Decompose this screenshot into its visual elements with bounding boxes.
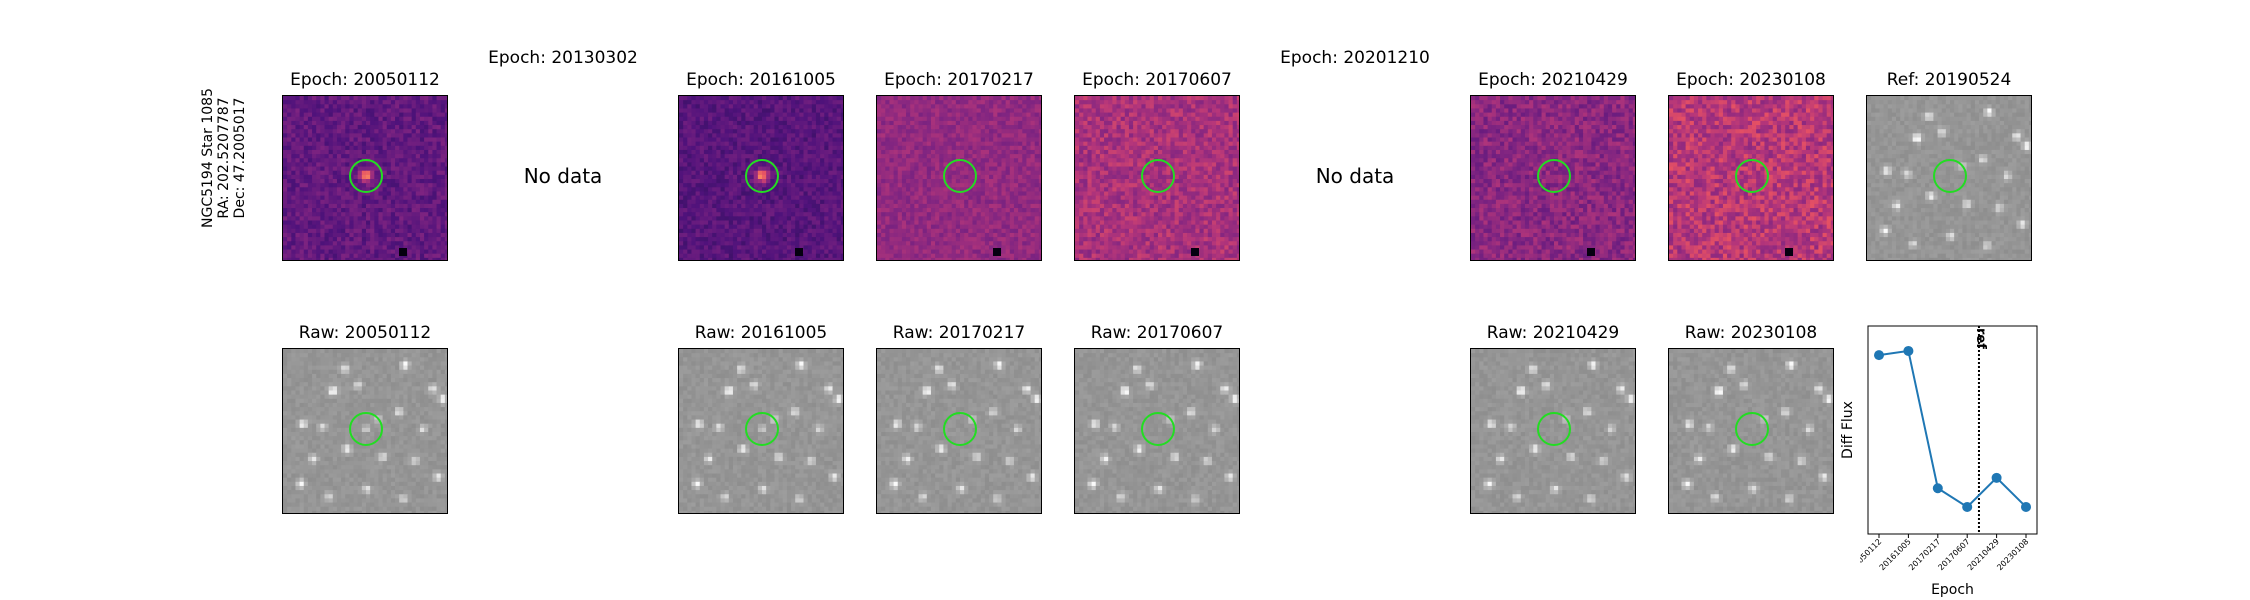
raw-title: Raw: 20161005 (661, 323, 861, 343)
target-circle-marker (1537, 412, 1571, 446)
difference-panel (1668, 95, 1834, 261)
raw-title: Raw: 20230108 (1651, 323, 1851, 343)
epoch-title: Epoch: 20210429 (1453, 70, 1653, 90)
target-circle-marker (943, 412, 977, 446)
target-circle-marker (745, 412, 779, 446)
raw-image (877, 349, 1041, 513)
raw-image (1669, 349, 1833, 513)
star-dec: Dec: 47.2005017 (232, 88, 248, 228)
raw-panel (1074, 348, 1240, 514)
epoch-title: Epoch: 20201210 (1255, 48, 1455, 68)
raw-image (1075, 349, 1239, 513)
target-circle-marker (1537, 159, 1571, 193)
flux-series-line (1878, 349, 2027, 509)
target-circle-marker (1141, 159, 1175, 193)
no-data-message: No data (1305, 164, 1405, 188)
star-name: NGC5194 Star 1085 (200, 88, 216, 228)
flux-data-point (1874, 350, 1884, 361)
target-circle-marker (745, 159, 779, 193)
raw-image (1471, 349, 1635, 513)
raw-title: Raw: 20170607 (1057, 323, 1257, 343)
epoch-title: Epoch: 20230108 (1651, 70, 1851, 90)
epoch-title: Epoch: 20050112 (265, 70, 465, 90)
difference-image (1471, 96, 1635, 260)
epoch-title: Epoch: 20161005 (661, 70, 861, 90)
x-axis-label: Epoch (1931, 582, 1974, 598)
difference-panel (1470, 95, 1636, 261)
flux-data-point (1903, 345, 1914, 356)
flux-data-point (1991, 472, 2002, 483)
difference-panel (678, 95, 844, 261)
raw-title: Raw: 20210429 (1453, 323, 1653, 343)
difference-image (283, 96, 447, 260)
target-circle-marker (1141, 412, 1175, 446)
flux-data-point (1932, 483, 1943, 494)
difference-image (679, 96, 843, 260)
target-circle-marker (349, 159, 383, 193)
raw-image (283, 349, 447, 513)
epoch-title: Ref: 20190524 (1849, 70, 2049, 90)
reference-marker-label: ref (1973, 328, 1988, 349)
target-circle-marker (1933, 159, 1967, 193)
difference-image (1669, 96, 1833, 260)
reference-panel (1866, 95, 2032, 261)
y-axis-label: Diff Flux (1840, 401, 1856, 459)
flux-data-point (2021, 501, 2031, 512)
raw-panel (282, 348, 448, 514)
epoch-title: Epoch: 20170217 (859, 70, 1059, 90)
difference-panel (1074, 95, 1240, 261)
light-curve-chart: ref2005011220161005201702172017060720210… (1860, 325, 2038, 598)
raw-title: Raw: 20170217 (859, 323, 1059, 343)
x-tick-label: 20230108 (1995, 537, 2030, 572)
no-data-message: No data (513, 164, 613, 188)
epoch-title: Epoch: 20130302 (463, 48, 663, 68)
target-circle-marker (1735, 159, 1769, 193)
raw-title: Raw: 20050112 (265, 323, 465, 343)
difference-panel (282, 95, 448, 261)
chart-axes-frame (1867, 325, 2038, 535)
difference-image (1075, 96, 1239, 260)
target-circle-marker (943, 159, 977, 193)
epoch-title: Epoch: 20170607 (1057, 70, 1257, 90)
star-ra: RA: 202.5207787 (216, 88, 232, 228)
raw-panel (678, 348, 844, 514)
difference-image (877, 96, 1041, 260)
raw-panel (1668, 348, 1834, 514)
difference-panel (876, 95, 1042, 261)
raw-panel (1470, 348, 1636, 514)
raw-image (679, 349, 843, 513)
raw-panel (876, 348, 1042, 514)
target-circle-marker (1735, 412, 1769, 446)
flux-data-point (1962, 501, 1973, 512)
target-circle-marker (349, 412, 383, 446)
reference-image (1867, 96, 2031, 260)
